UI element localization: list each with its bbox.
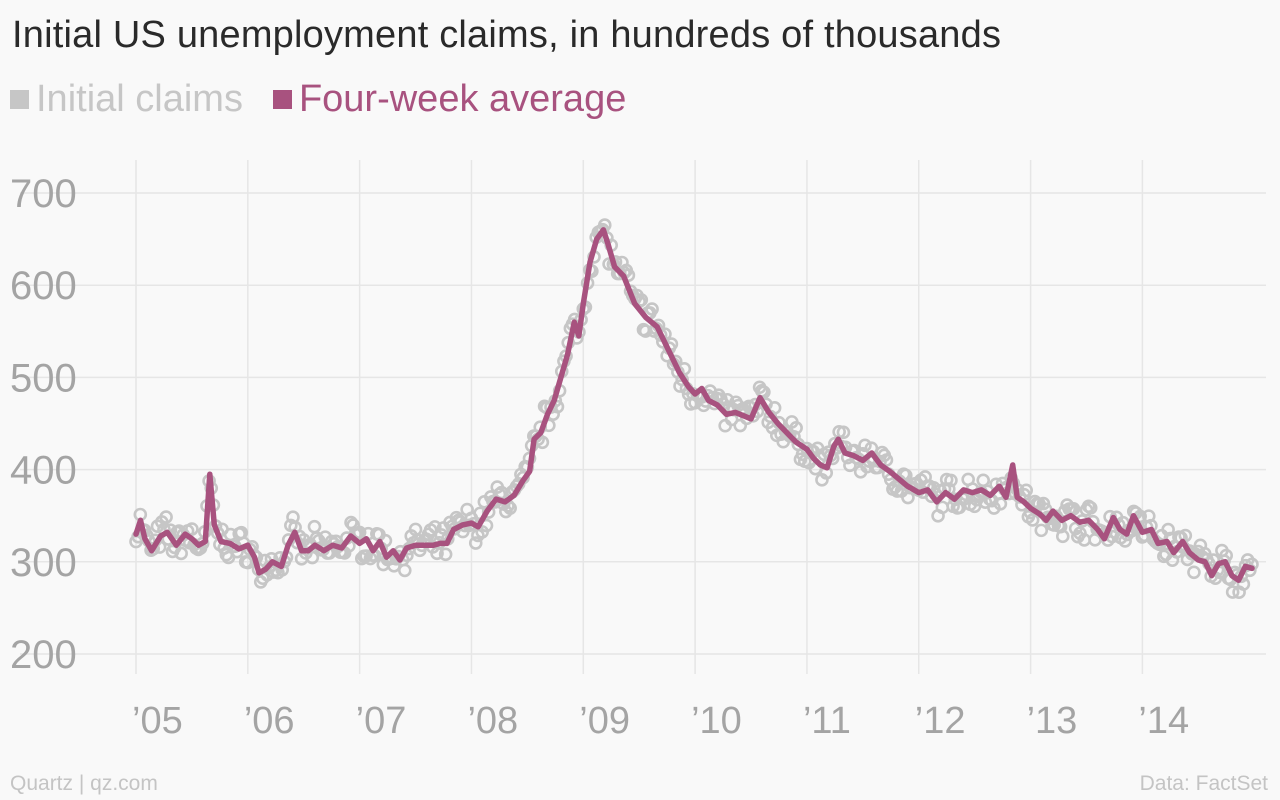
initial-claims-point bbox=[757, 385, 771, 399]
initial-claims-point bbox=[352, 525, 367, 540]
initial-claims-point bbox=[428, 520, 442, 534]
legend-label-four-week-average: Four-week average bbox=[298, 78, 627, 120]
initial-claims-point bbox=[879, 453, 894, 467]
initial-claims-point bbox=[1187, 565, 1201, 580]
y-tick-label: 700 bbox=[10, 172, 77, 216]
initial-claims-point bbox=[1236, 577, 1251, 591]
initial-claims-point bbox=[307, 519, 322, 534]
data-source: Data: FactSet bbox=[1139, 772, 1268, 795]
initial-claims-point bbox=[1083, 501, 1098, 515]
x-tick-label: ’07 bbox=[356, 700, 407, 742]
initial-claims-point bbox=[789, 421, 803, 435]
chart-title: Initial US unemployment claims, in hundr… bbox=[12, 14, 1002, 56]
legend-item-initial-claims: Initial claims bbox=[10, 78, 243, 121]
initial-claims-point bbox=[185, 522, 199, 536]
initial-claims-point bbox=[858, 438, 872, 453]
x-tick-label: ’06 bbox=[244, 700, 295, 742]
x-tick-label: ’14 bbox=[1138, 700, 1189, 742]
y-tick-label: 400 bbox=[10, 449, 77, 493]
initial-claims-point bbox=[993, 497, 1008, 511]
initial-claims-point bbox=[1034, 523, 1049, 538]
x-tick-label: ’05 bbox=[132, 700, 183, 742]
x-tick-label: ’09 bbox=[579, 700, 630, 742]
source-credit: Quartz | qz.com bbox=[10, 772, 158, 795]
initial-claims-point bbox=[468, 536, 483, 550]
initial-claims-point bbox=[899, 468, 913, 483]
initial-claims-point bbox=[1055, 529, 1070, 544]
initial-claims-point bbox=[1019, 483, 1034, 498]
legend: Initial claims Four-week average bbox=[10, 78, 656, 121]
y-tick-label: 200 bbox=[10, 633, 77, 677]
legend-swatch-initial-claims bbox=[10, 90, 29, 109]
initial-claims-point bbox=[174, 546, 188, 561]
x-tick-label: ’12 bbox=[915, 700, 966, 742]
y-tick-label: 600 bbox=[10, 264, 77, 308]
y-tick-label: 300 bbox=[10, 541, 77, 585]
initial-claims-point bbox=[305, 550, 320, 565]
initial-claims-point bbox=[1066, 501, 1081, 516]
initial-claims-point bbox=[1025, 513, 1040, 527]
initial-claims-point bbox=[1225, 585, 1240, 599]
initial-claims-point bbox=[976, 473, 991, 488]
initial-claims-point bbox=[159, 510, 173, 524]
initial-claims-point bbox=[397, 563, 412, 578]
x-tick-label: ’08 bbox=[467, 700, 518, 742]
x-tick-label: ’10 bbox=[691, 700, 742, 742]
initial-claims-point bbox=[438, 547, 453, 562]
legend-label-initial-claims: Initial claims bbox=[36, 78, 243, 120]
four-week-average-line bbox=[133, 227, 1255, 583]
initial-claims-point bbox=[503, 501, 517, 515]
initial-claims-point bbox=[535, 435, 550, 450]
initial-claims-point bbox=[720, 392, 735, 407]
legend-item-four-week-average: Four-week average bbox=[272, 78, 627, 121]
initial-claims-point bbox=[944, 473, 958, 488]
legend-swatch-four-week-average bbox=[272, 90, 292, 109]
x-tick-label: ’11 bbox=[803, 700, 851, 742]
y-tick-label: 500 bbox=[10, 356, 77, 400]
initial-claims-point bbox=[1161, 522, 1175, 537]
initial-claims-point bbox=[645, 302, 659, 316]
x-tick-label: ’13 bbox=[1027, 700, 1078, 742]
initial-claims-point bbox=[836, 425, 851, 440]
